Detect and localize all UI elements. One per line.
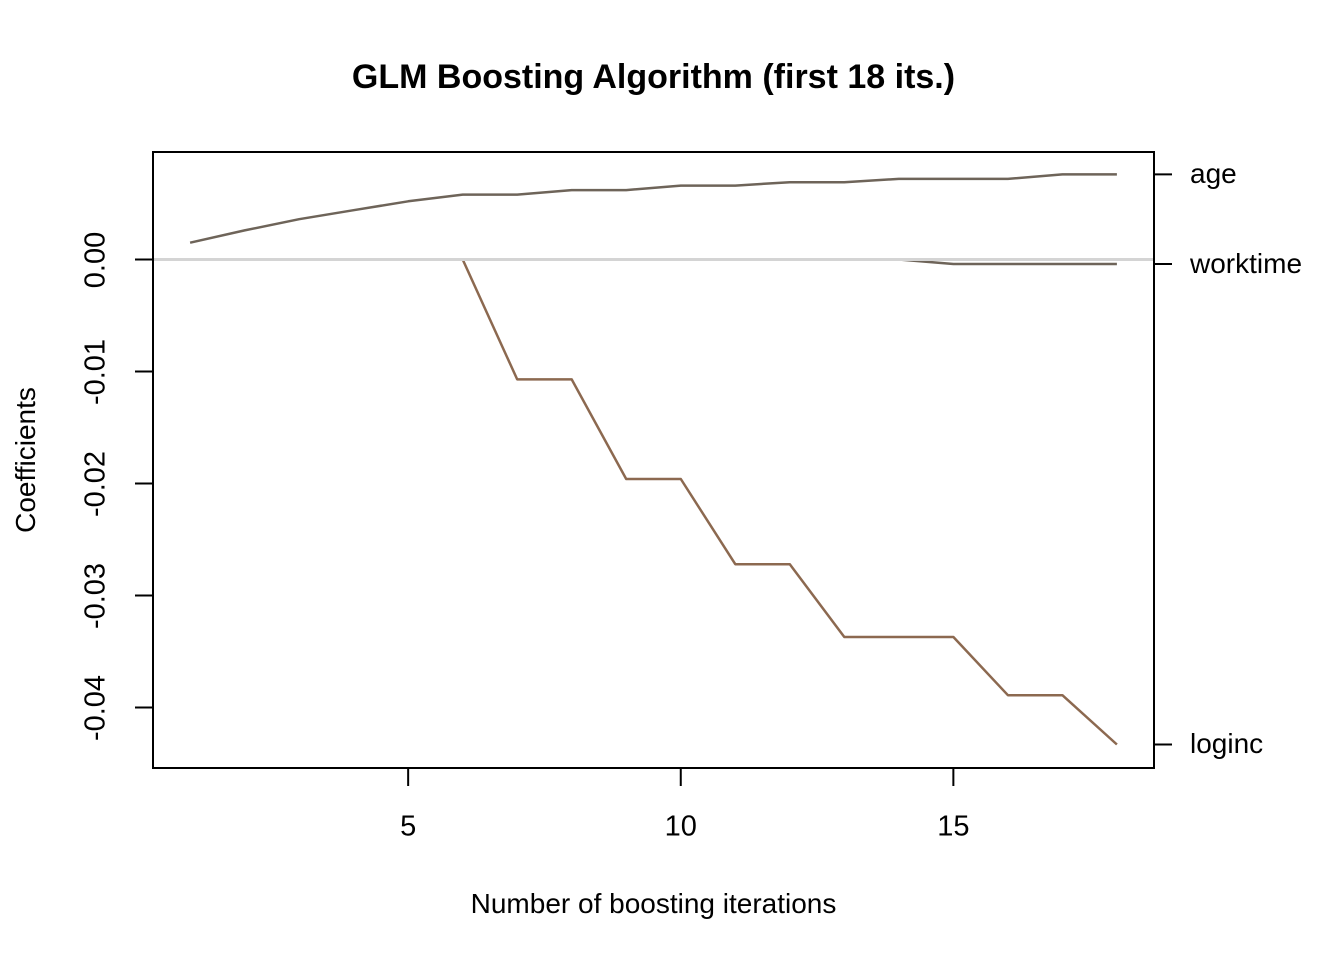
series-line-loginc: [190, 258, 1118, 746]
series-label-worktime: worktime: [1190, 248, 1303, 279]
y-tick-label--0.02: -0.02: [79, 450, 112, 517]
series-label-loginc: loginc: [1190, 728, 1264, 760]
y-tick-label--0.03: -0.03: [79, 562, 112, 629]
x-tick-label-5: 5: [400, 810, 417, 843]
x-tick-label-15: 15: [937, 810, 970, 843]
x-tick-label-10: 10: [664, 810, 697, 843]
y-tick-label-0.00: 0.00: [79, 231, 112, 288]
y-axis-title-text: Coefficients: [10, 387, 41, 533]
series-line-age: [189, 173, 1117, 244]
series-label-age: age: [1190, 158, 1237, 190]
y-tick-label--0.04: -0.04: [79, 674, 112, 741]
plot-box-border: [152, 151, 1155, 769]
y-tick-label--0.01: -0.01: [79, 338, 112, 405]
chart-title: GLM Boosting Algorithm (first 18 its.): [351, 58, 956, 96]
x-axis-title: Number of boosting iterations: [470, 888, 837, 919]
